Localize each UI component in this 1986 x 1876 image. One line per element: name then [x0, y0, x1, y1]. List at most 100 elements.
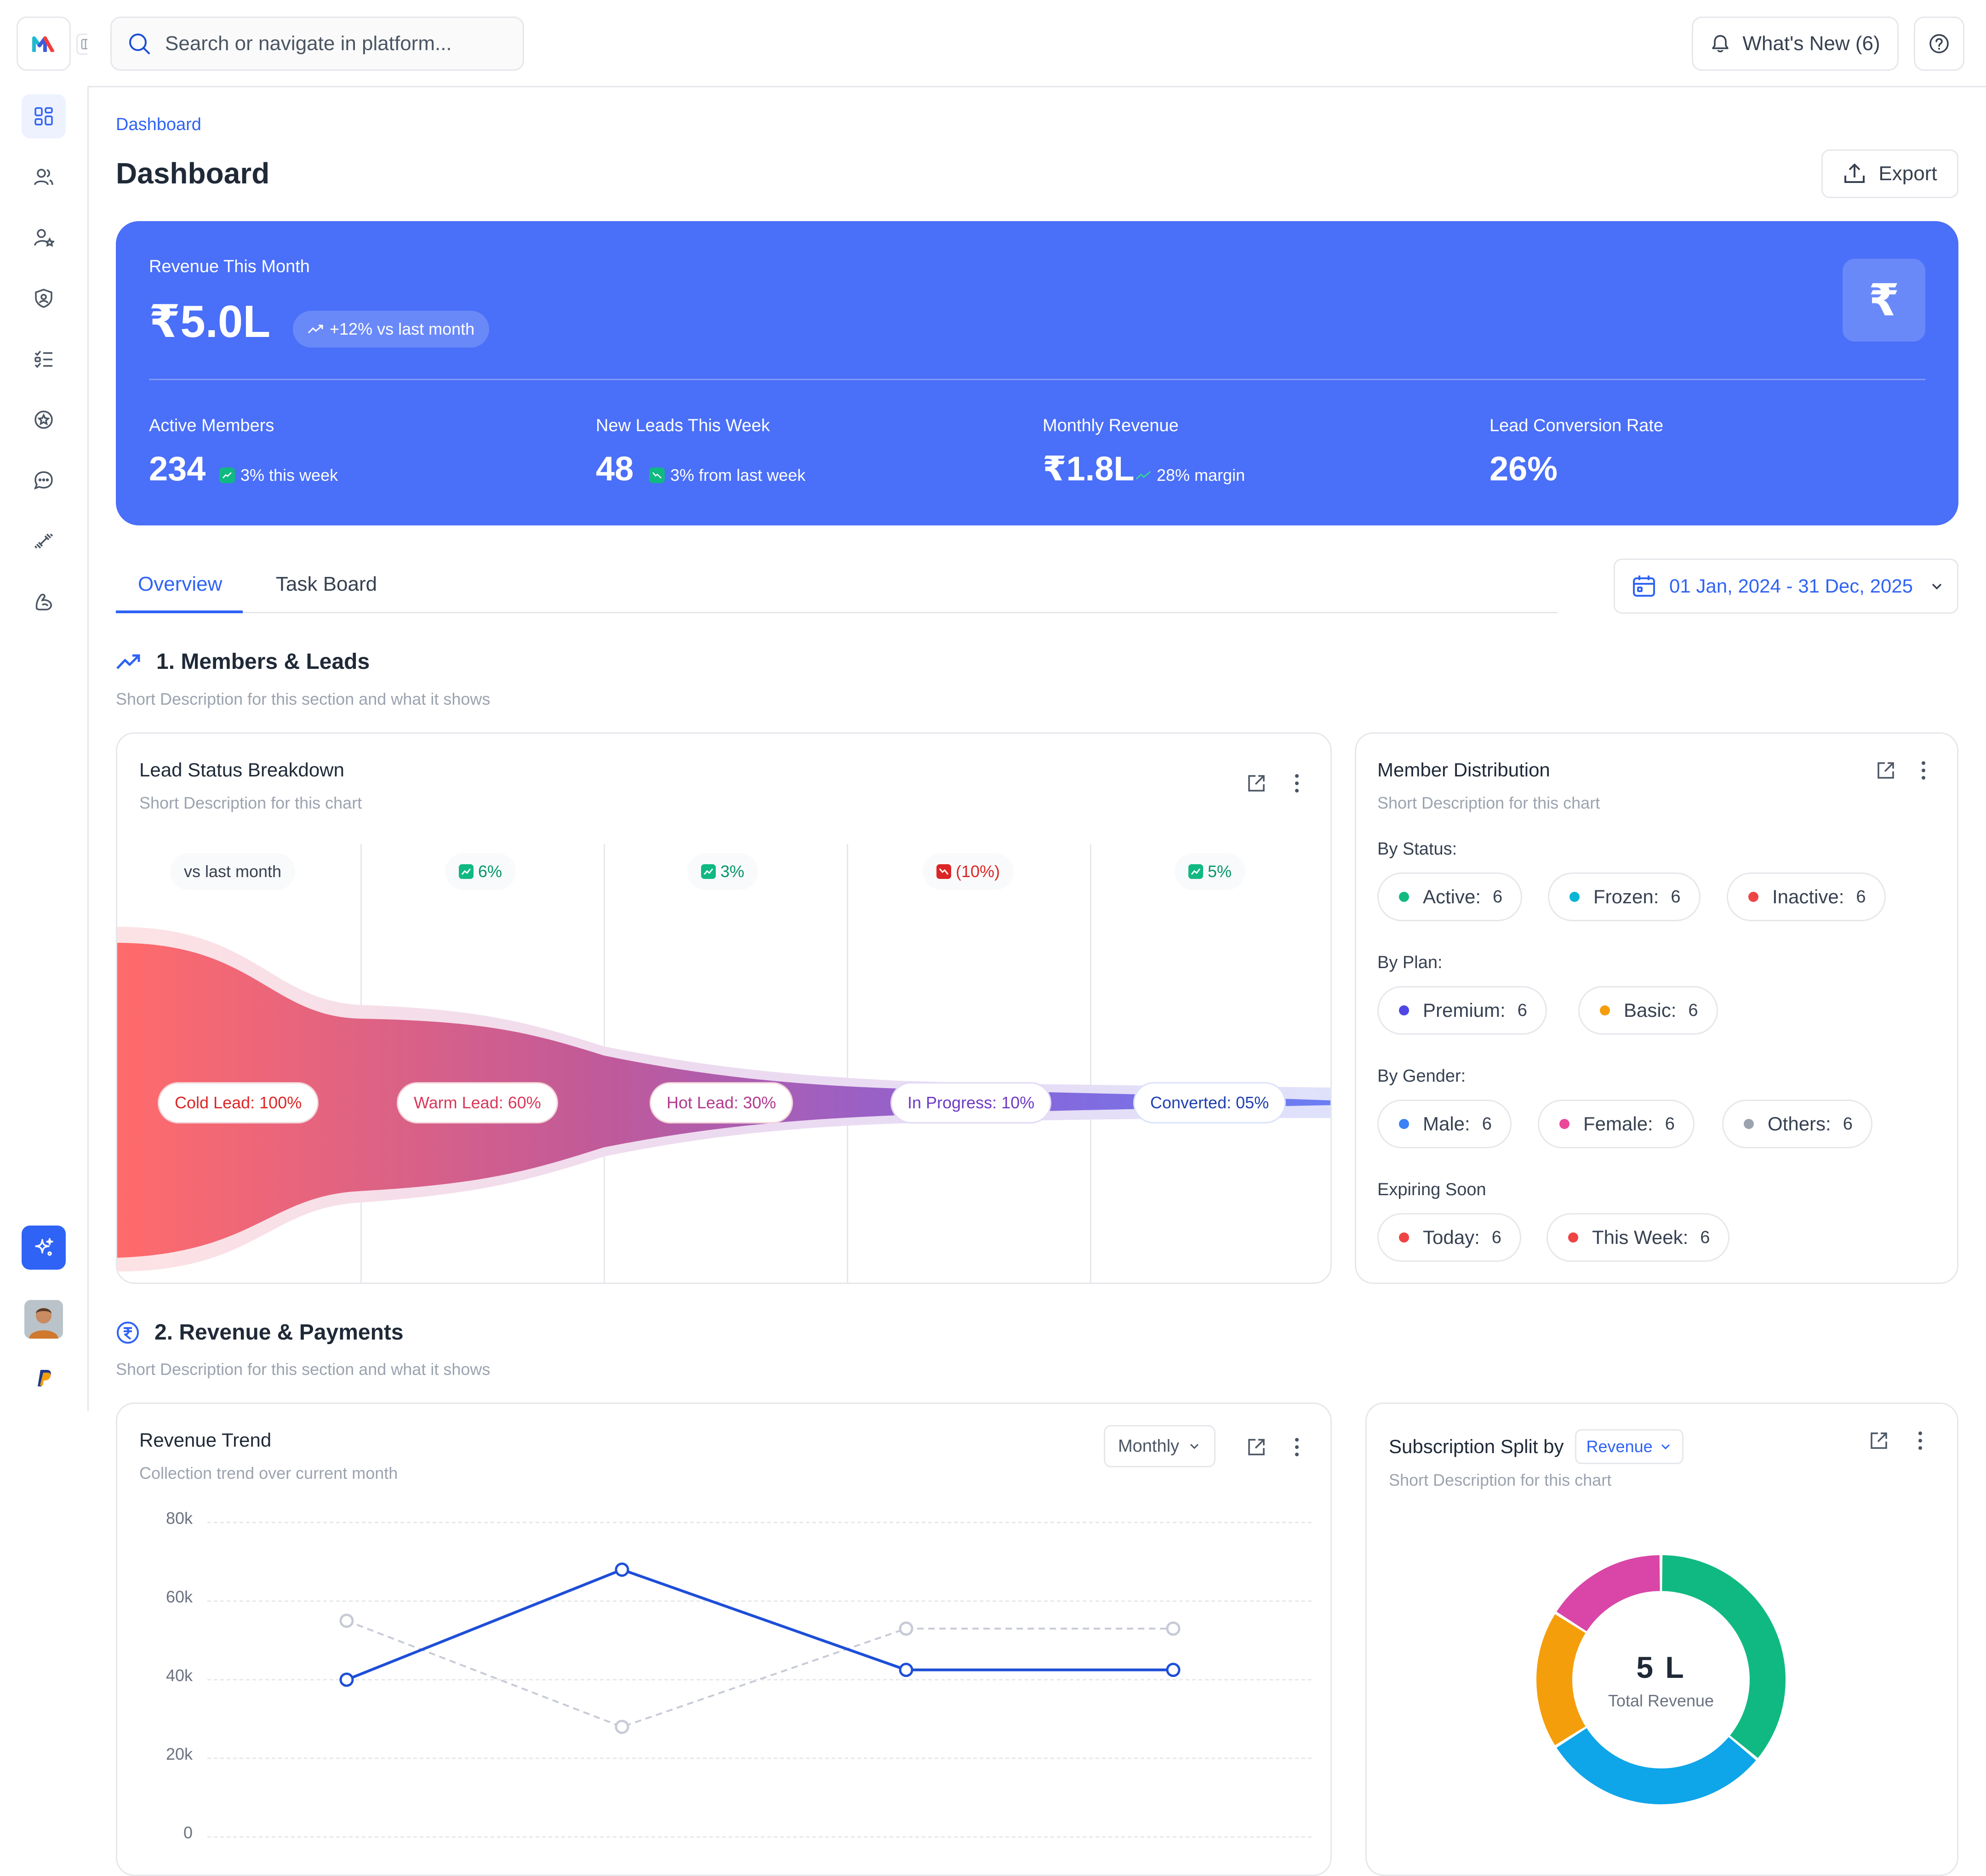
revenue-trend-chart	[207, 1522, 1313, 1838]
period-dropdown[interactable]: Monthly	[1104, 1425, 1216, 1467]
nav-leads[interactable]	[22, 216, 66, 260]
funnel-stage-in-progress: In Progress: 10%	[890, 1082, 1052, 1123]
banner-divider	[149, 379, 1925, 380]
section-title-text: 1. Members & Leads	[156, 650, 370, 674]
y-tick-label: 80k	[166, 1509, 193, 1528]
more-vertical-icon	[1922, 761, 1925, 780]
ai-assistant-button[interactable]	[22, 1226, 66, 1270]
search-input[interactable]	[164, 32, 488, 56]
nav-rewards[interactable]	[22, 398, 66, 442]
bell-icon	[1712, 35, 1729, 52]
nav-fitness[interactable]	[22, 580, 66, 624]
y-tick-label: 60k	[166, 1587, 193, 1606]
funnel-comparison-value: 6%	[478, 862, 502, 881]
chip-others[interactable]: Others: 6	[1722, 1100, 1872, 1148]
section-members-leads-title: 1. Members & Leads	[116, 649, 370, 674]
dumbbell-icon	[34, 533, 53, 549]
app-logo[interactable]	[17, 17, 71, 71]
funnel-shape	[117, 927, 1330, 1272]
export-label: Export	[1878, 162, 1937, 185]
revenue-change-badge: +12% vs last month	[293, 311, 490, 348]
funnel-comparison-value: (10%)	[956, 862, 1000, 881]
status-dot	[1399, 892, 1409, 902]
chip-label: Female:	[1583, 1113, 1653, 1135]
stage-value: 100%	[259, 1093, 302, 1112]
help-button[interactable]	[1914, 17, 1964, 71]
breadcrumb[interactable]: Dashboard	[116, 115, 201, 134]
chip-premium[interactable]: Premium: 6	[1377, 986, 1547, 1035]
chat-icon	[34, 471, 53, 490]
member-distribution-description: Short Description for this chart	[1377, 793, 1600, 812]
open-external-button[interactable]	[1873, 758, 1899, 783]
nav-messages[interactable]	[22, 458, 66, 502]
funnel-stage-hot: Hot Lead: 30%	[650, 1082, 793, 1123]
chip-count: 6	[1700, 1227, 1710, 1247]
open-external-button[interactable]	[1244, 1434, 1269, 1460]
tab-overview[interactable]: Overview	[138, 573, 223, 595]
metric-dropdown[interactable]: Revenue	[1575, 1429, 1684, 1464]
chip-female[interactable]: Female: 6	[1538, 1100, 1695, 1148]
date-range-value: 01 Jan, 2024 - 31 Dec, 2025	[1669, 575, 1913, 597]
funnel-comparison-badge: (10%)	[923, 853, 1014, 890]
chip-label: Today:	[1423, 1226, 1480, 1248]
subscription-split-card: Subscription Split by Revenue Short Desc…	[1365, 1403, 1958, 1876]
metric-value: Revenue	[1586, 1437, 1653, 1456]
nav-security[interactable]	[22, 276, 66, 320]
trend-down-icon	[936, 864, 951, 879]
search-icon	[129, 34, 150, 54]
whats-new-button[interactable]: What's New (6)	[1692, 17, 1899, 71]
more-options-button[interactable]	[1284, 770, 1310, 796]
chip-count: 6	[1671, 887, 1681, 907]
sidebar	[0, 0, 97, 1411]
chip-active[interactable]: Active: 6	[1377, 872, 1523, 921]
chip-male[interactable]: Male: 6	[1377, 1100, 1512, 1148]
member-distribution-title: Member Distribution	[1377, 759, 1550, 781]
chevron-down-icon	[1661, 1444, 1670, 1450]
upload-icon	[1844, 164, 1865, 183]
tab-task-board[interactable]: Task Board	[276, 573, 377, 595]
lead-status-card: Lead Status Breakdown Short Description …	[116, 732, 1332, 1284]
nav-members[interactable]	[22, 155, 66, 199]
chip-count: 6	[1482, 1114, 1492, 1134]
subscription-split-header: Subscription Split by Revenue	[1389, 1429, 1684, 1464]
chip-today[interactable]: Today: 6	[1377, 1213, 1521, 1262]
subscription-split-title: Subscription Split by	[1389, 1436, 1564, 1457]
nav-tasks[interactable]	[22, 337, 66, 381]
data-point	[899, 1621, 913, 1636]
more-vertical-icon	[1295, 1438, 1299, 1456]
nav-dashboard[interactable]	[22, 94, 66, 138]
more-options-button[interactable]	[1911, 758, 1936, 783]
revenue-trend-title: Revenue Trend	[139, 1429, 272, 1451]
funnel-divider	[847, 844, 848, 1283]
stat-label-conversion-rate: Lead Conversion Rate	[1490, 416, 1664, 435]
stat-change-active-members: 3% this week	[219, 466, 338, 485]
more-options-button[interactable]	[1284, 1434, 1310, 1460]
section-revenue-payments-description: Short Description for this section and w…	[116, 1360, 491, 1379]
stat-value-monthly-revenue: ₹1.8L	[1043, 450, 1135, 488]
user-avatar[interactable]	[24, 1300, 63, 1339]
nav-workouts[interactable]	[22, 519, 66, 563]
group-label-gender: By Gender:	[1377, 1066, 1466, 1086]
data-point	[1166, 1663, 1181, 1677]
stat-value-active-members: 234	[149, 450, 206, 488]
date-range-picker[interactable]: 01 Jan, 2024 - 31 Dec, 2025	[1614, 559, 1958, 614]
stat-label-new-leads: New Leads This Week	[596, 416, 770, 435]
stat-change-text: 28% margin	[1157, 466, 1245, 485]
stat-change-text: 3% from last week	[670, 466, 806, 485]
chip-frozen[interactable]: Frozen: 6	[1548, 872, 1701, 921]
series-line-2	[346, 1619, 1173, 1728]
chip-this-week[interactable]: This Week: 6	[1547, 1213, 1730, 1262]
chip-basic[interactable]: Basic: 6	[1578, 986, 1718, 1035]
search-bar[interactable]	[110, 17, 524, 71]
chip-inactive[interactable]: Inactive: 6	[1727, 872, 1886, 921]
group-label-status: By Status:	[1377, 839, 1457, 859]
status-dot	[1748, 892, 1758, 902]
export-button[interactable]: Export	[1821, 149, 1958, 198]
more-options-button[interactable]	[1907, 1428, 1933, 1454]
open-external-button[interactable]	[1866, 1428, 1892, 1454]
trend-down-icon	[649, 468, 665, 483]
chip-label: Basic:	[1624, 999, 1677, 1021]
open-external-button[interactable]	[1244, 770, 1269, 796]
revenue-value: ₹5.0L	[149, 296, 271, 347]
funnel-stage-warm: Warm Lead: 60%	[397, 1082, 558, 1123]
